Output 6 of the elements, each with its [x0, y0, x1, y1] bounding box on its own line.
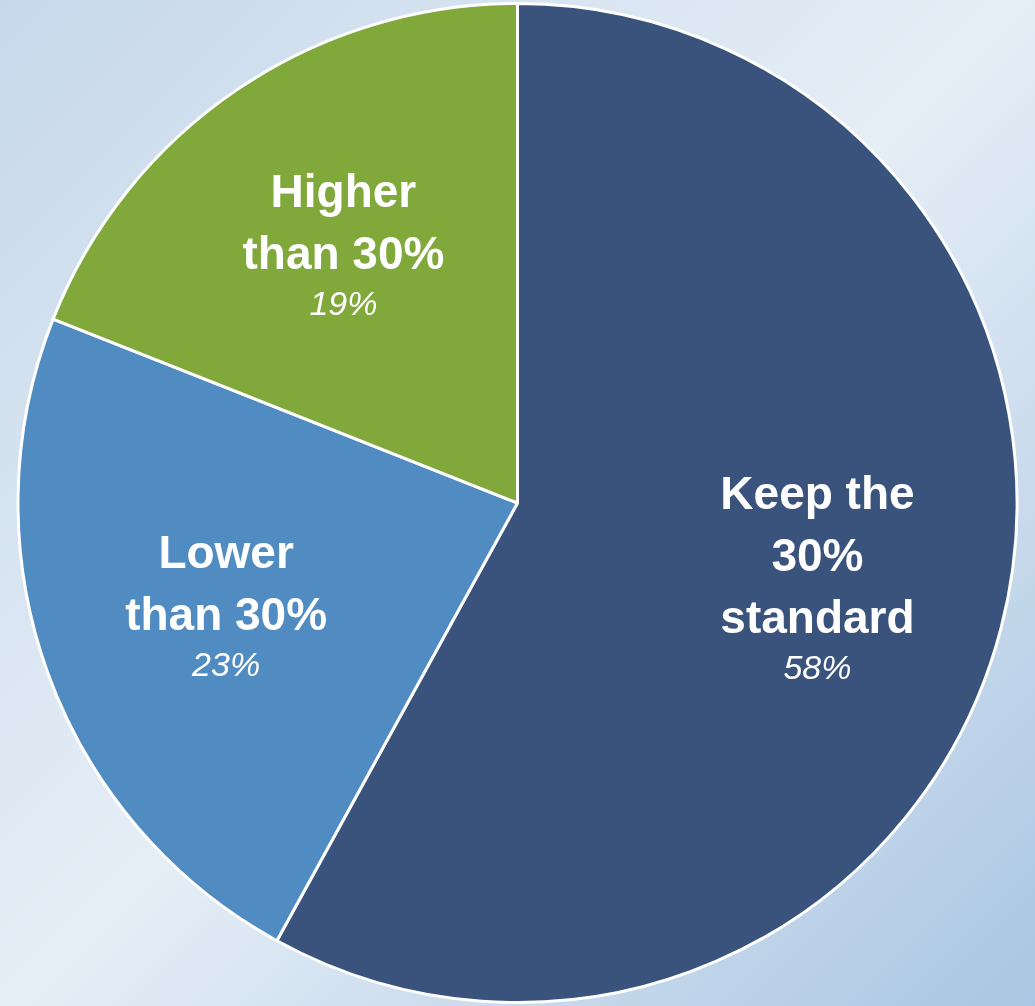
slice-label: Lower than 30% [125, 525, 328, 640]
data-label: 19% [309, 284, 378, 323]
slice-label: Keep the 30% standard [720, 466, 915, 643]
data-label: 58% [783, 648, 852, 687]
data-label: 23% [191, 645, 261, 684]
slice-label: Higher than 30% [242, 164, 445, 279]
